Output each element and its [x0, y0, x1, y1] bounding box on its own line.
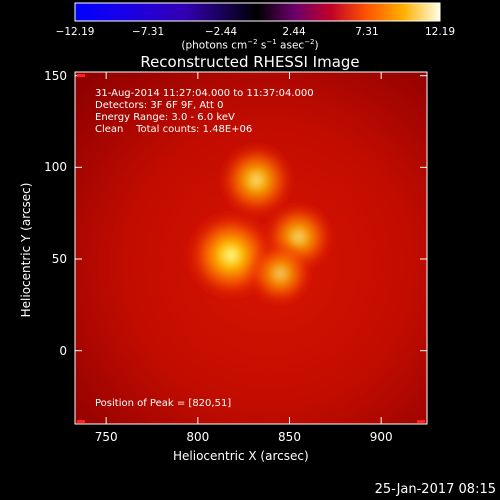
detectors-label: Detectors: 3F 6F 9F, Att 0 [95, 100, 224, 111]
plot-frame [74, 71, 428, 425]
y-axis-label: Heliocentric Y (arcsec) [19, 182, 33, 318]
heliocentric-image [75, 72, 427, 424]
peak-position-label: Position of Peak = [820,51] [95, 398, 232, 409]
timestamp: 25-Jan-2017 08:15 [374, 482, 496, 497]
corner-marker [77, 74, 85, 77]
colorbar-tick-label: 7.31 [355, 26, 379, 38]
emission-source [215, 139, 298, 221]
colorbar-units-label: (photons cm−2 s−1 asec−2) [181, 38, 319, 52]
x-axis-label: Heliocentric X (arcsec) [173, 449, 309, 463]
y-tick-label: 150 [44, 68, 67, 83]
emission-source [245, 238, 316, 309]
time-range-label: 31-Aug-2014 11:27:04.000 to 11:37:04.000 [95, 88, 314, 99]
colorbar-tick-label: −7.31 [131, 26, 165, 38]
algorithm-label: Clean Total counts: 1.48E+06 [95, 124, 253, 135]
colorbar-tick-label: −12.19 [55, 26, 95, 38]
corner-marker [77, 420, 85, 423]
y-tick-label: 0 [59, 343, 67, 358]
colorbar-tick-label: −2.44 [204, 26, 238, 38]
x-tick-label: 800 [186, 430, 210, 444]
colorbar-tick-label: 2.44 [282, 26, 306, 38]
y-tick-label: 50 [51, 252, 67, 266]
plot-title: Reconstructed RHESSI Image [140, 53, 360, 71]
x-tick-label: 900 [369, 430, 393, 444]
y-tick-label: 100 [44, 160, 67, 175]
x-tick-label: 750 [94, 430, 118, 444]
corner-marker [417, 420, 425, 423]
colorbar [74, 2, 441, 22]
energy-range-label: Energy Range: 3.0 - 6.0 keV [95, 112, 235, 123]
x-tick-label: 850 [278, 430, 301, 444]
colorbar-tick-label: 12.19 [424, 26, 456, 38]
